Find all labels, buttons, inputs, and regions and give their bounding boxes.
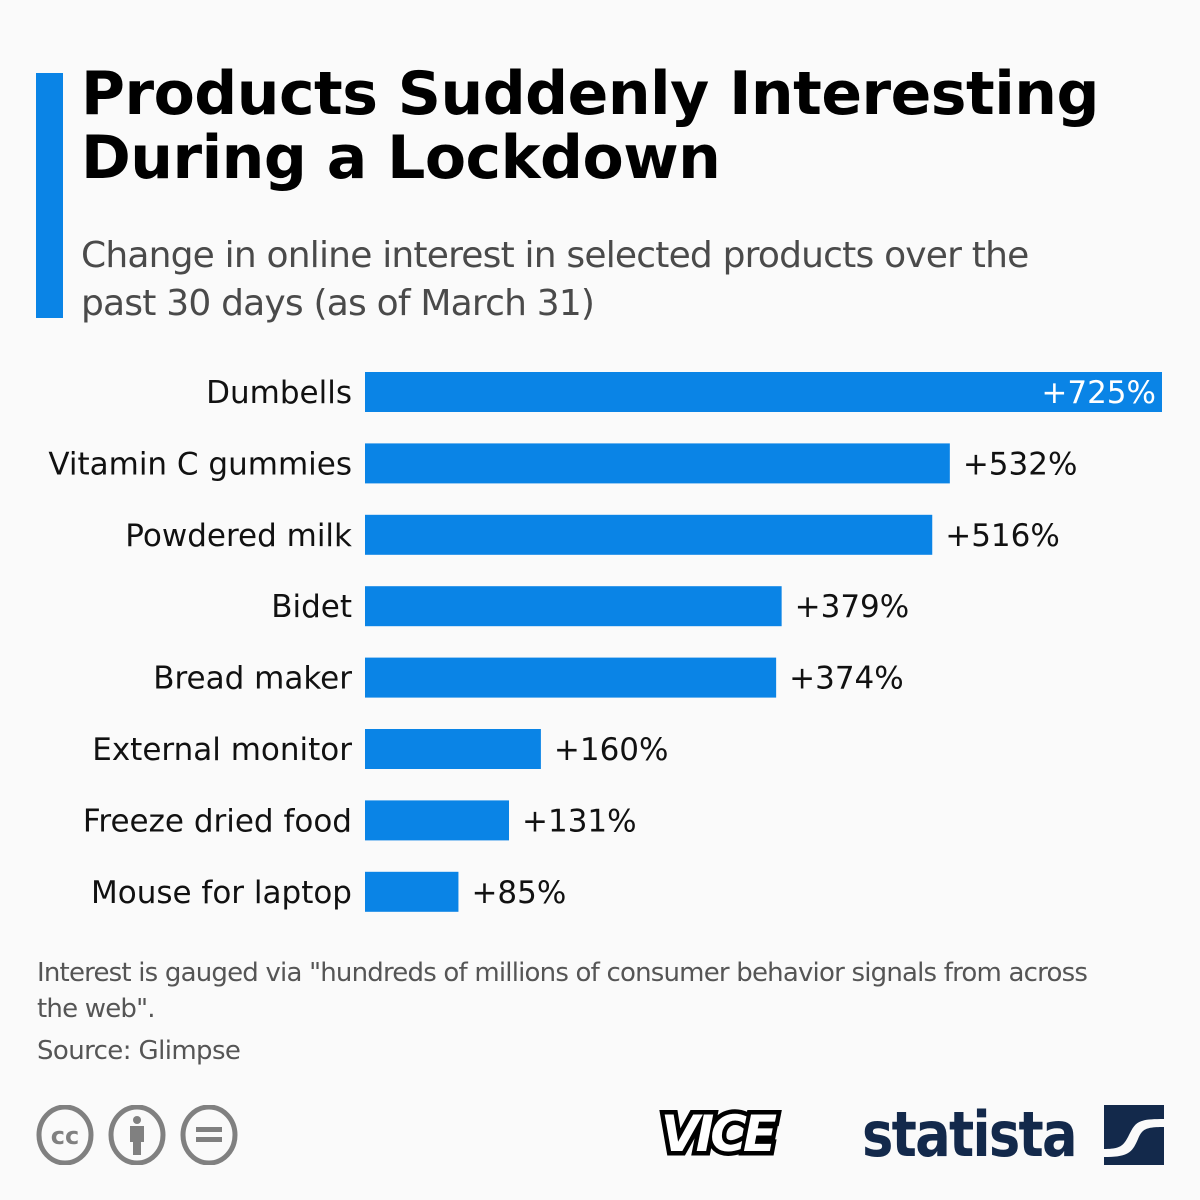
chart-subtitle: Change in online interest in selected pr… [81,235,1029,324]
statista-logo: statista [862,1098,1164,1171]
bars-group: Dumbells +725% Vitamin C gummies +532% Powde… [48,372,1162,912]
bar [365,372,1162,412]
value-label: +160% [554,732,669,768]
chart-note: Interest is gauged via "hundreds of mill… [37,958,1088,1024]
bar-chart: Dumbells +725% Vitamin C gummies +532% Powde… [48,372,1162,912]
value-label: +379% [795,589,910,625]
bar [365,800,510,841]
value-label: +85% [471,875,566,911]
bar [365,443,950,484]
category-label: Vitamin C gummies [48,446,352,482]
no-derivatives-icon[interactable] [179,1105,239,1165]
svg-text:cc: cc [51,1122,79,1150]
accent-bar [36,73,63,318]
cc-icon[interactable]: cc [35,1105,95,1165]
category-label: Freeze dried food [83,803,352,839]
bar [365,729,541,769]
category-label: Bidet [271,589,352,625]
category-label: External monitor [92,732,352,768]
license-icons: cc [35,1105,239,1165]
category-label: Dumbells [206,375,352,411]
vice-logo-text: VICE [661,1105,777,1163]
bar [365,514,933,555]
value-label: +374% [789,661,904,697]
statista-mark-icon [1104,1105,1164,1165]
category-label: Bread maker [153,661,352,697]
value-label: +532% [963,446,1078,482]
category-label: Mouse for laptop [91,875,352,911]
statista-wordmark: statista [862,1098,1078,1171]
value-label: +725% [1041,375,1156,411]
category-label: Powdered milk [125,518,352,554]
vice-logo: VICE [656,1103,785,1167]
bar [365,586,782,627]
value-label: +516% [945,518,1060,554]
chart-title: Products Suddenly Interesting During a L… [81,59,1099,193]
bar [365,657,777,698]
value-label: +131% [522,803,637,839]
chart-source: Source: Glimpse [37,1036,241,1066]
bar [365,871,459,912]
attribution-icon[interactable] [107,1105,167,1165]
